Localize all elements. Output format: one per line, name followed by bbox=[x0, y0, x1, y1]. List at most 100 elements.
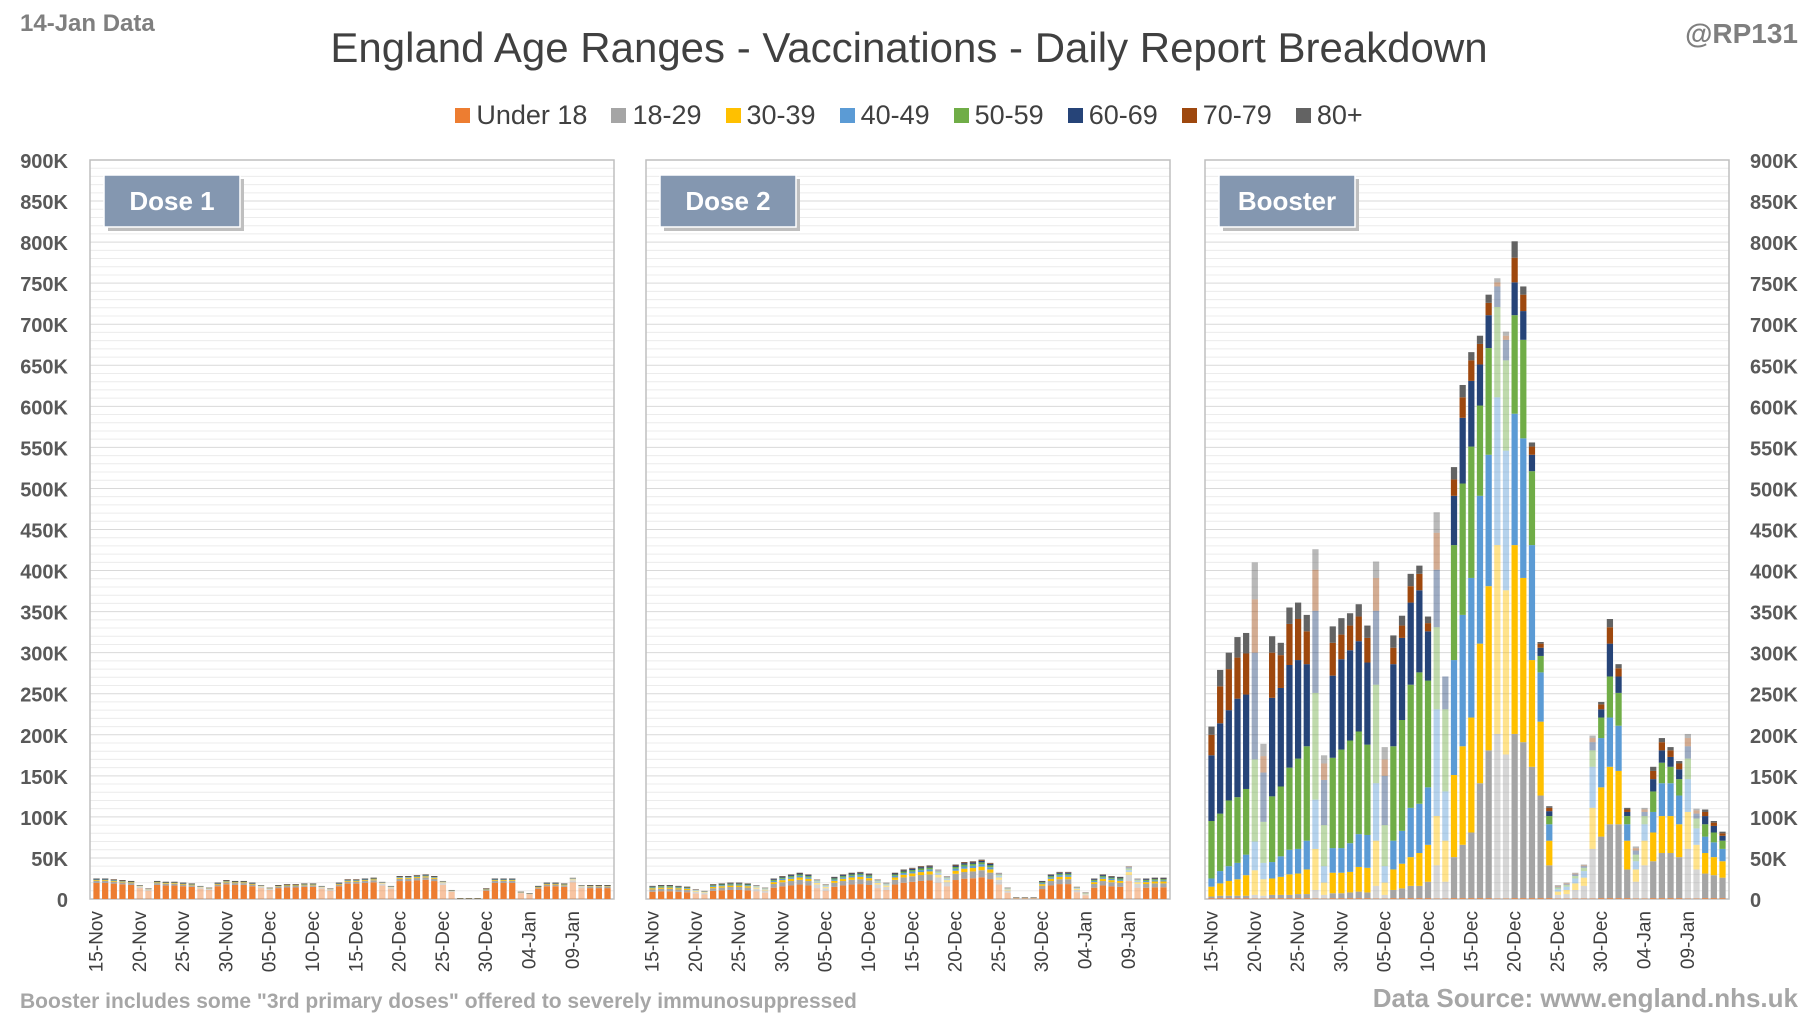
bar-segment bbox=[431, 877, 438, 878]
bar-segment bbox=[483, 890, 490, 899]
bar-segment bbox=[761, 887, 769, 889]
bar-segment bbox=[1502, 754, 1510, 899]
bar-segment bbox=[318, 886, 325, 887]
bar-segment bbox=[831, 876, 838, 878]
bar-segment bbox=[1251, 898, 1258, 899]
bar-segment bbox=[961, 866, 968, 869]
x-tick-label: 15-Nov bbox=[1201, 911, 1222, 973]
bar-segment bbox=[649, 887, 656, 889]
bar-segment bbox=[1580, 898, 1588, 899]
bar-segment bbox=[865, 873, 873, 875]
bar-segment bbox=[370, 880, 377, 883]
bar-segment bbox=[188, 886, 195, 899]
bar-segment bbox=[701, 893, 708, 895]
bar-segment bbox=[344, 879, 351, 880]
bar-segment bbox=[805, 876, 812, 878]
bar-segment bbox=[361, 878, 369, 879]
bar-segment bbox=[318, 886, 325, 888]
bar-segment bbox=[1260, 879, 1267, 896]
bar-segment bbox=[891, 875, 899, 878]
bar-segment bbox=[1013, 897, 1020, 898]
bar-segment bbox=[1485, 302, 1492, 316]
bar-segment bbox=[1468, 360, 1475, 381]
bar-segment bbox=[1719, 840, 1726, 849]
x-tick-label: 05-Dec bbox=[1375, 911, 1396, 972]
bar-segment bbox=[1563, 894, 1570, 899]
bar-segment bbox=[839, 881, 847, 886]
bar-segment bbox=[1563, 886, 1570, 890]
bar-segment bbox=[900, 869, 907, 871]
bar-segment bbox=[822, 888, 829, 891]
bar-segment bbox=[1684, 738, 1691, 747]
bar-segment bbox=[935, 869, 942, 871]
bar-segment bbox=[1667, 747, 1674, 751]
bar-segment bbox=[474, 898, 481, 899]
bar-segment bbox=[1329, 675, 1336, 758]
bar-segment bbox=[136, 885, 143, 886]
bar-segment bbox=[509, 880, 516, 883]
bar-segment bbox=[526, 893, 533, 895]
bar-segment bbox=[658, 891, 665, 899]
bar-segment bbox=[1065, 872, 1072, 873]
bar-segment bbox=[1676, 857, 1683, 899]
bar-segment bbox=[128, 883, 135, 885]
bar-segment bbox=[387, 886, 395, 888]
y-tick-label-right: 650K bbox=[1750, 356, 1798, 378]
bar-segment bbox=[813, 882, 821, 885]
bar-segment bbox=[1528, 442, 1536, 447]
bar-segment bbox=[943, 877, 951, 879]
bar-segment bbox=[658, 885, 665, 887]
bar-segment bbox=[361, 880, 369, 883]
bar-segment bbox=[1710, 857, 1717, 876]
bar-segment bbox=[179, 886, 187, 899]
bar-segment bbox=[987, 863, 994, 864]
bar-segment bbox=[1650, 779, 1657, 792]
bar-segment bbox=[805, 878, 812, 882]
bar-segment bbox=[396, 877, 403, 878]
y-tick-label-left: 100K bbox=[20, 808, 68, 830]
bar-segment bbox=[943, 876, 951, 878]
bar-segment bbox=[1277, 894, 1284, 899]
bar-segment bbox=[1260, 821, 1267, 863]
bar-segment bbox=[701, 891, 708, 892]
bar-segment bbox=[1364, 867, 1371, 893]
bar-segment bbox=[257, 888, 265, 899]
bar-segment bbox=[1494, 898, 1501, 899]
bar-segment bbox=[969, 863, 977, 866]
legend-item-under-18: Under 18 bbox=[455, 100, 587, 131]
bar-segment bbox=[857, 884, 864, 899]
bar-segment bbox=[370, 878, 377, 880]
bar-segment bbox=[1598, 898, 1605, 899]
y-tick-label-right: 450K bbox=[1750, 521, 1798, 543]
bar-segment bbox=[318, 885, 325, 887]
bar-segment bbox=[1303, 746, 1310, 841]
bar-segment bbox=[1355, 731, 1362, 835]
bar-segment bbox=[1346, 613, 1354, 626]
bar-segment bbox=[917, 866, 925, 867]
bar-segment bbox=[1390, 647, 1397, 665]
bar-segment bbox=[857, 871, 864, 873]
bar-segment bbox=[666, 885, 673, 886]
bar-segment bbox=[344, 881, 351, 884]
bar-segment bbox=[1065, 876, 1072, 880]
bar-segment bbox=[822, 884, 829, 885]
bar-segment bbox=[1563, 889, 1570, 895]
bar-segment bbox=[675, 891, 682, 899]
legend-label: 30-39 bbox=[746, 100, 816, 130]
bar-segment bbox=[917, 872, 925, 876]
bar-segment bbox=[1667, 898, 1674, 899]
bar-segment bbox=[102, 880, 109, 881]
bar-segment bbox=[658, 885, 665, 886]
bar-segment bbox=[822, 890, 829, 899]
bar-segment bbox=[1416, 898, 1423, 899]
bar-segment bbox=[1650, 791, 1657, 812]
bar-segment bbox=[796, 877, 803, 880]
bar-segment bbox=[1030, 897, 1037, 899]
bar-segment bbox=[1346, 871, 1354, 893]
bar-segment bbox=[439, 882, 447, 884]
bar-segment bbox=[1710, 825, 1717, 833]
y-tick-label-right: 700K bbox=[1750, 315, 1798, 337]
bar-segment bbox=[1537, 721, 1544, 796]
bar-segment bbox=[517, 891, 525, 893]
bar-segment bbox=[283, 885, 291, 888]
